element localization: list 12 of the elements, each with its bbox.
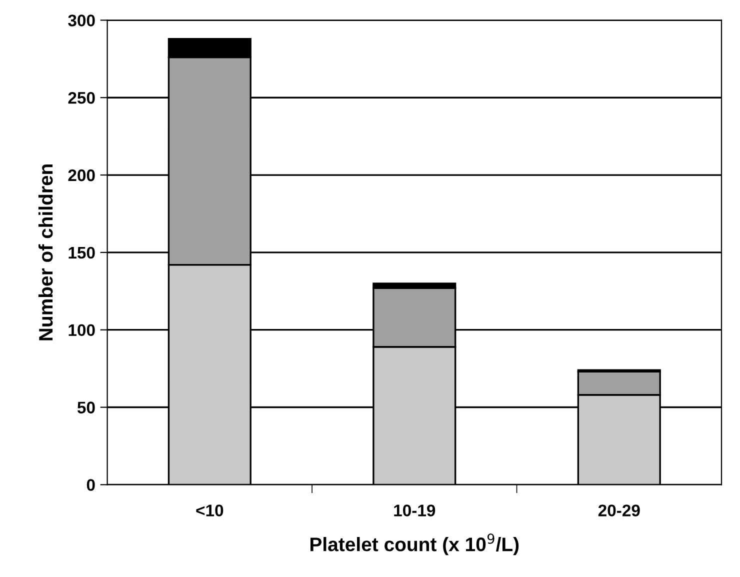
y-axis-title: Number of children	[38, 164, 53, 340]
y-tick-label: 0	[86, 479, 95, 491]
y-tick-label: 300	[68, 14, 95, 26]
y-tick-label: 50	[77, 402, 95, 414]
y-tick-label: 100	[68, 324, 95, 336]
y-tick-label: 150	[68, 246, 95, 259]
x-tick-label: <10	[196, 504, 224, 516]
x-axis-title: Platelet count (x 10$^{9}$/L)	[310, 534, 519, 556]
x-tick-label: 10-19	[394, 504, 436, 516]
y-tick-label: 250	[68, 92, 95, 104]
y-tick-label: 200	[68, 169, 95, 182]
x-tick-label: 20-29	[598, 504, 640, 516]
